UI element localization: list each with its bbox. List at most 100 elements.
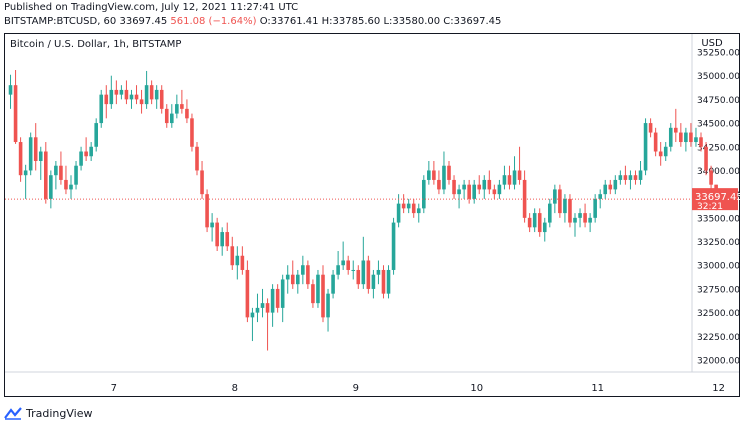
candle-body: [684, 132, 688, 143]
candle-body: [225, 232, 230, 247]
candle-body: [709, 170, 713, 185]
open-value: O:33761.41: [259, 16, 319, 27]
candle-body: [608, 184, 613, 190]
candle-body: [139, 99, 144, 105]
last-price: 33697.45: [119, 16, 168, 27]
symbol-label: BITSTAMP:BTCUSD, 60: [4, 16, 117, 27]
candle-body: [447, 165, 451, 180]
candle-body: [351, 269, 356, 271]
candle-body: [124, 89, 129, 100]
candle-body: [482, 179, 487, 190]
candle-body: [618, 175, 623, 180]
candle-body: [8, 85, 13, 95]
y-tick-label: 34250.00: [697, 143, 740, 153]
candle-body: [361, 260, 366, 285]
candle-body: [416, 208, 421, 214]
candle-body: [164, 108, 169, 124]
candle-body: [432, 170, 436, 180]
candle-body: [704, 146, 708, 171]
high-value: H:33785.60: [321, 16, 381, 27]
candle-body: [23, 170, 28, 176]
y-tick-label: 35250.00: [697, 49, 740, 59]
candle-body: [593, 198, 597, 218]
candle-body: [391, 222, 396, 270]
candle-body: [250, 312, 255, 318]
candle-body: [371, 274, 376, 289]
candle-body: [679, 132, 683, 143]
candle-body: [527, 217, 532, 228]
candle-body: [311, 284, 315, 304]
candle-body: [74, 165, 78, 185]
candle-body: [396, 203, 401, 223]
candle-body: [542, 222, 547, 233]
candle-body: [235, 255, 240, 266]
candle-body: [13, 85, 18, 143]
candle-body: [79, 151, 83, 166]
candle-body: [119, 89, 124, 95]
candle-body: [215, 222, 219, 247]
candle-body: [633, 175, 638, 180]
candle-body: [109, 89, 114, 105]
candle-body: [129, 94, 134, 100]
candle-body: [613, 179, 618, 190]
last-price-tag-countdown: 32:21: [697, 202, 723, 212]
change-value: 561.08 (−1.64%): [170, 16, 257, 27]
candle-body: [643, 123, 648, 171]
x-tick-label: 7: [111, 383, 117, 394]
candle-body: [59, 165, 63, 180]
x-tick-label: 8: [232, 383, 238, 394]
x-tick-label: 11: [591, 383, 604, 394]
candle-body: [18, 142, 23, 176]
candle-body: [84, 151, 88, 157]
candle-body: [190, 118, 194, 147]
candle-body: [285, 274, 290, 280]
candle-body: [94, 123, 98, 147]
candle-body: [240, 255, 245, 270]
footer: TradingView: [4, 403, 92, 423]
candle-body: [674, 127, 678, 133]
candle-body: [668, 127, 673, 147]
candle-body: [185, 108, 189, 119]
candle-body: [553, 189, 557, 204]
candle-body: [442, 165, 446, 190]
candle-body: [502, 175, 507, 185]
axis-unit: USD: [701, 38, 723, 49]
candle-body: [260, 303, 265, 308]
candle-body: [411, 203, 416, 214]
candle-body: [205, 194, 209, 228]
candle-body: [558, 189, 562, 214]
candle-body: [144, 85, 149, 105]
tradingview-logo-icon: [4, 407, 22, 420]
candle-body: [331, 274, 335, 294]
y-tick-label: 34500.00: [697, 120, 740, 130]
candle-body: [99, 94, 104, 124]
candle-body: [406, 203, 411, 209]
y-tick-label: 35000.00: [697, 72, 740, 82]
candle-body: [356, 269, 361, 285]
candle-body: [69, 184, 73, 190]
candle-body: [512, 170, 517, 185]
candle-body: [457, 189, 461, 195]
candle-body: [134, 94, 139, 100]
candle-body: [427, 170, 431, 180]
candle-body: [149, 85, 154, 100]
candle-body: [492, 189, 497, 195]
candle-body: [694, 137, 698, 143]
candle-body: [154, 89, 159, 100]
candle-body: [689, 132, 693, 143]
candle-body: [462, 184, 466, 190]
candle-body: [180, 104, 184, 109]
candle-body: [159, 89, 164, 109]
candle-body: [114, 89, 119, 95]
candle-body: [210, 222, 214, 228]
candle-body: [326, 293, 330, 318]
candle-body: [64, 179, 68, 190]
candle-body: [472, 184, 476, 199]
chart-legend: Bitcoin / U.S. Dollar, 1h, BITSTAMP: [10, 39, 182, 50]
candle-body: [341, 260, 345, 266]
publish-header: Published on TradingView.com, July 12, 2…: [0, 0, 745, 30]
candle-body: [487, 179, 492, 190]
candle-body: [578, 213, 582, 218]
candle-body: [33, 137, 38, 161]
